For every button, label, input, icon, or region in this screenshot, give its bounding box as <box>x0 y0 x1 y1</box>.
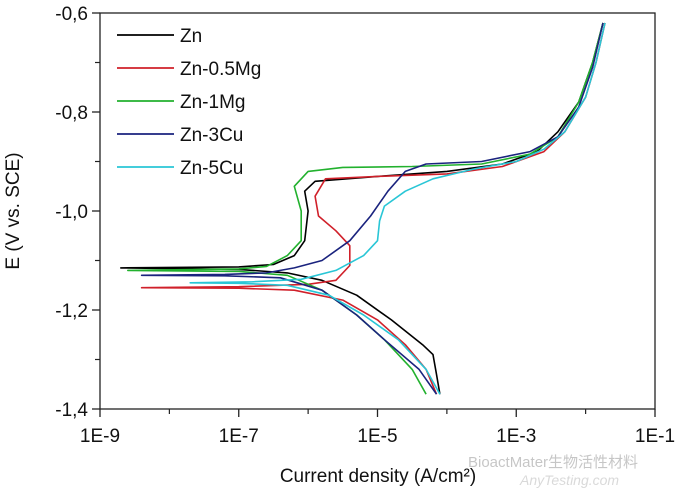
y-tick-label: -1,0 <box>55 202 88 223</box>
y-tick-label: -0,8 <box>55 103 88 124</box>
y-axis-label: E (V vs. SCE) <box>3 152 24 269</box>
series-line-zn-0-5mg <box>140 22 606 395</box>
x-tick-label: 1E-7 <box>219 426 259 447</box>
legend: Zn Zn-0.5Mg Zn-1Mg Zn-3Cu Zn-5Cu <box>117 26 261 179</box>
legend-label: Zn-0.5Mg <box>180 59 261 80</box>
x-tick-label: 1E-1 <box>635 426 675 447</box>
legend-label: Zn <box>180 26 202 47</box>
y-tick-label: -1,4 <box>55 400 88 421</box>
series-line-zn-5cu <box>189 22 606 395</box>
axes: 1E-9 1E-7 1E-5 1E-3 1E-1 -0,6 -0,8 -1,0 -1,2 -1,4 <box>55 4 675 447</box>
x-tick-label: 1E-5 <box>357 426 397 447</box>
watermark-site: AnyTesting.com <box>519 472 619 488</box>
x-tick-label: 1E-3 <box>496 426 536 447</box>
legend-label: Zn-3Cu <box>180 125 243 146</box>
legend-label: Zn-5Cu <box>180 158 243 179</box>
x-axis-label: Current density (A/cm²) <box>280 466 476 487</box>
watermark: BioactMater生物活性材料 AnyTesting.com <box>468 454 638 488</box>
legend-label: Zn-1Mg <box>180 92 245 113</box>
watermark-text: BioactMater生物活性材料 <box>468 454 638 471</box>
y-tick-label: -0,6 <box>55 4 88 25</box>
x-tick-label: 1E-9 <box>80 426 120 447</box>
y-tick-label: -1,2 <box>55 301 88 322</box>
curves <box>120 22 606 395</box>
